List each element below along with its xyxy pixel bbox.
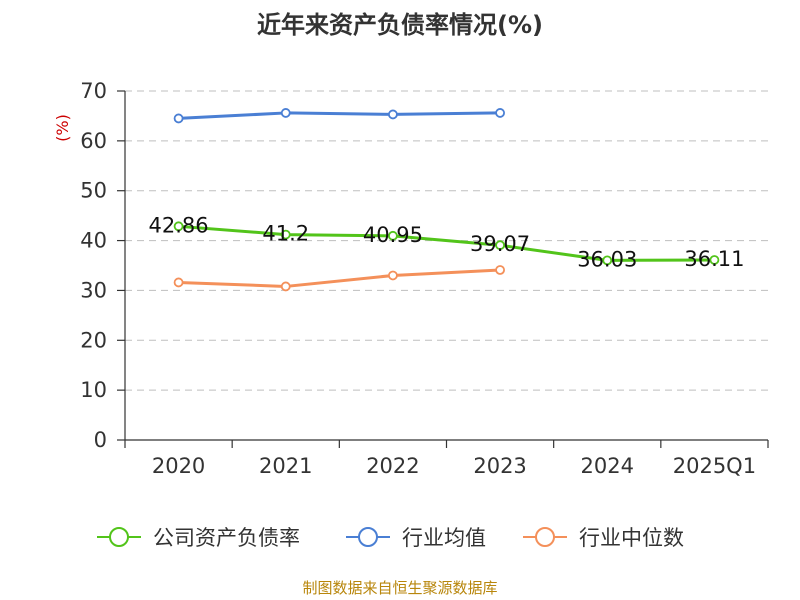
- y-tick-label: 70: [80, 79, 107, 103]
- data-point: [173, 113, 184, 124]
- data-label: 36.03: [577, 247, 637, 271]
- data-point: [495, 265, 505, 275]
- y-tick-label: 20: [80, 328, 107, 352]
- y-tick-label: 60: [80, 129, 107, 153]
- series-line: [178, 268, 501, 288]
- data-labels: 42.86 41.2 40.95 39.07 36.03 36.11: [149, 213, 745, 271]
- data-point: [602, 255, 613, 266]
- source-note: 制图数据来自恒生聚源数据库: [302, 579, 497, 597]
- data-point: [388, 230, 398, 241]
- data-point: [495, 108, 505, 118]
- legend-label: 行业均值: [402, 526, 486, 550]
- data-label: 36.11: [684, 247, 744, 271]
- y-tick-label: 40: [80, 229, 107, 253]
- data-point: [709, 255, 720, 265]
- data-point: [388, 270, 398, 281]
- y-tick-label: 0: [94, 428, 107, 452]
- data-point: [495, 240, 505, 251]
- legend: 公司资产负债率 行业均值 行业中位数: [97, 526, 684, 550]
- data-point: [173, 221, 184, 232]
- legend-marker: [535, 527, 555, 547]
- x-tick-label: 2023: [473, 454, 526, 478]
- y-tick-label: 10: [80, 378, 107, 402]
- y-tick-label: 50: [80, 179, 107, 203]
- y-axis-unit: (%): [53, 114, 72, 142]
- data-point: [280, 281, 291, 292]
- legend-marker: [358, 527, 378, 547]
- x-tick-label: 2021: [259, 454, 312, 478]
- chart-title: 近年来资产负债率情况(%): [257, 11, 543, 39]
- x-tick-label: 2025Q1: [673, 454, 756, 478]
- data-point: [280, 108, 291, 118]
- data-point: [173, 277, 184, 288]
- data-label: 40.95: [363, 223, 423, 247]
- y-tick-label: 30: [80, 278, 107, 302]
- series-line: [178, 111, 501, 120]
- data-label: 39.07: [470, 232, 530, 256]
- series: [173, 108, 720, 292]
- x-tick-label: 2020: [152, 454, 205, 478]
- data-label: 42.86: [149, 213, 209, 237]
- data-label: 41.2: [262, 222, 309, 246]
- axes: 0 10 20 30 40 50 60 70 2020 2021 2022 2023 2024 2025Q…: [80, 79, 769, 478]
- x-tick-label: 2022: [366, 454, 419, 478]
- legend-marker: [109, 527, 129, 547]
- data-point: [388, 109, 398, 120]
- data-point: [280, 229, 291, 240]
- x-tick-label: 2024: [581, 454, 634, 478]
- legend-label: 公司资产负债率: [153, 526, 300, 550]
- legend-label: 行业中位数: [579, 526, 684, 550]
- series-line: [178, 224, 715, 262]
